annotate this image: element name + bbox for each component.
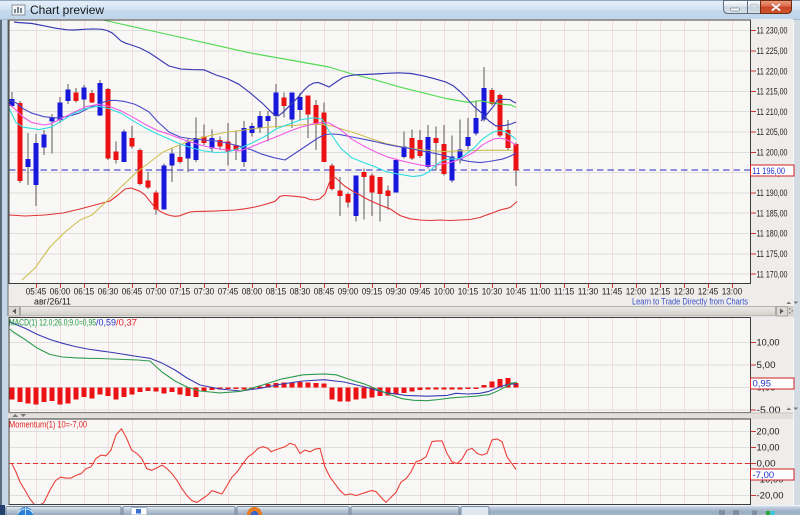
svg-text:5,00: 5,00: [757, 360, 776, 371]
svg-text:Momentum(1) 10=-7,00: Momentum(1) 10=-7,00: [9, 420, 87, 430]
svg-text:10:15: 10:15: [458, 287, 479, 297]
svg-text:06:00: 06:00: [50, 287, 71, 297]
svg-text:11 220,00: 11 220,00: [757, 66, 788, 77]
svg-text:10,00: 10,00: [757, 338, 780, 349]
svg-text:07:15: 07:15: [170, 287, 191, 297]
svg-text:06:45: 06:45: [122, 287, 143, 297]
svg-text:11 210,00: 11 210,00: [757, 107, 788, 118]
svg-text:-5,00: -5,00: [757, 405, 781, 416]
svg-text:11 230,00: 11 230,00: [757, 26, 788, 37]
svg-text:0,00: 0,00: [757, 459, 776, 470]
svg-text:11:45: 11:45: [602, 287, 623, 297]
svg-text:11 196,00: 11 196,00: [753, 166, 786, 177]
svg-text:12:00: 12:00: [626, 287, 647, 297]
svg-text:07:45: 07:45: [218, 287, 239, 297]
svg-text:08:00: 08:00: [242, 287, 263, 297]
svg-text:11 215,00: 11 215,00: [757, 87, 788, 98]
svg-text:Learn to Trade Directly from C: Learn to Trade Directly from Charts: [632, 297, 748, 307]
svg-text:07:00: 07:00: [146, 287, 167, 297]
svg-text:Chart preview: Chart preview: [30, 3, 104, 17]
svg-text:11 225,00: 11 225,00: [757, 46, 788, 57]
svg-text:10:45: 10:45: [506, 287, 527, 297]
svg-text:11:00: 11:00: [530, 287, 551, 297]
svg-text:08:30: 08:30: [290, 287, 311, 297]
svg-text:0,95: 0,95: [753, 379, 772, 390]
svg-text:08:15: 08:15: [266, 287, 287, 297]
svg-text:09:30: 09:30: [386, 287, 407, 297]
svg-text:11 175,00: 11 175,00: [757, 249, 788, 260]
svg-text:10:00: 10:00: [434, 287, 455, 297]
svg-text:11 180,00: 11 180,00: [757, 229, 788, 240]
svg-text:10:30: 10:30: [482, 287, 503, 297]
svg-text:11 205,00: 11 205,00: [757, 127, 788, 138]
svg-text:-7,00: -7,00: [753, 470, 775, 481]
svg-text:06:15: 06:15: [74, 287, 95, 297]
svg-text:11 200,00: 11 200,00: [757, 148, 788, 159]
svg-text:07:30: 07:30: [194, 287, 215, 297]
svg-text:12:15: 12:15: [650, 287, 671, 297]
svg-text:10,00: 10,00: [757, 443, 780, 454]
svg-text:05:45: 05:45: [26, 287, 47, 297]
svg-text:09:00: 09:00: [338, 287, 359, 297]
svg-text:-20,00: -20,00: [757, 491, 784, 502]
svg-text:11 190,00: 11 190,00: [757, 188, 788, 199]
svg-text:13:00: 13:00: [722, 287, 743, 297]
svg-text:11:30: 11:30: [578, 287, 599, 297]
svg-text:12:30: 12:30: [674, 287, 695, 297]
svg-text:08:45: 08:45: [314, 287, 335, 297]
svg-text:09:15: 09:15: [362, 287, 383, 297]
svg-text:09:45: 09:45: [410, 287, 431, 297]
svg-text:20,00: 20,00: [757, 427, 780, 438]
svg-text:11:15: 11:15: [554, 287, 575, 297]
svg-text:MACD(1) 12.0;26.0;9.0=0,95/0,5: MACD(1) 12.0;26.0;9.0=0,95/0,59/0,37: [9, 318, 137, 328]
svg-text:авг/26/11: авг/26/11: [34, 297, 71, 307]
svg-text:11 185,00: 11 185,00: [757, 208, 788, 219]
svg-text:11 170,00: 11 170,00: [757, 269, 788, 280]
svg-text:12:45: 12:45: [698, 287, 719, 297]
svg-text:06:30: 06:30: [98, 287, 119, 297]
